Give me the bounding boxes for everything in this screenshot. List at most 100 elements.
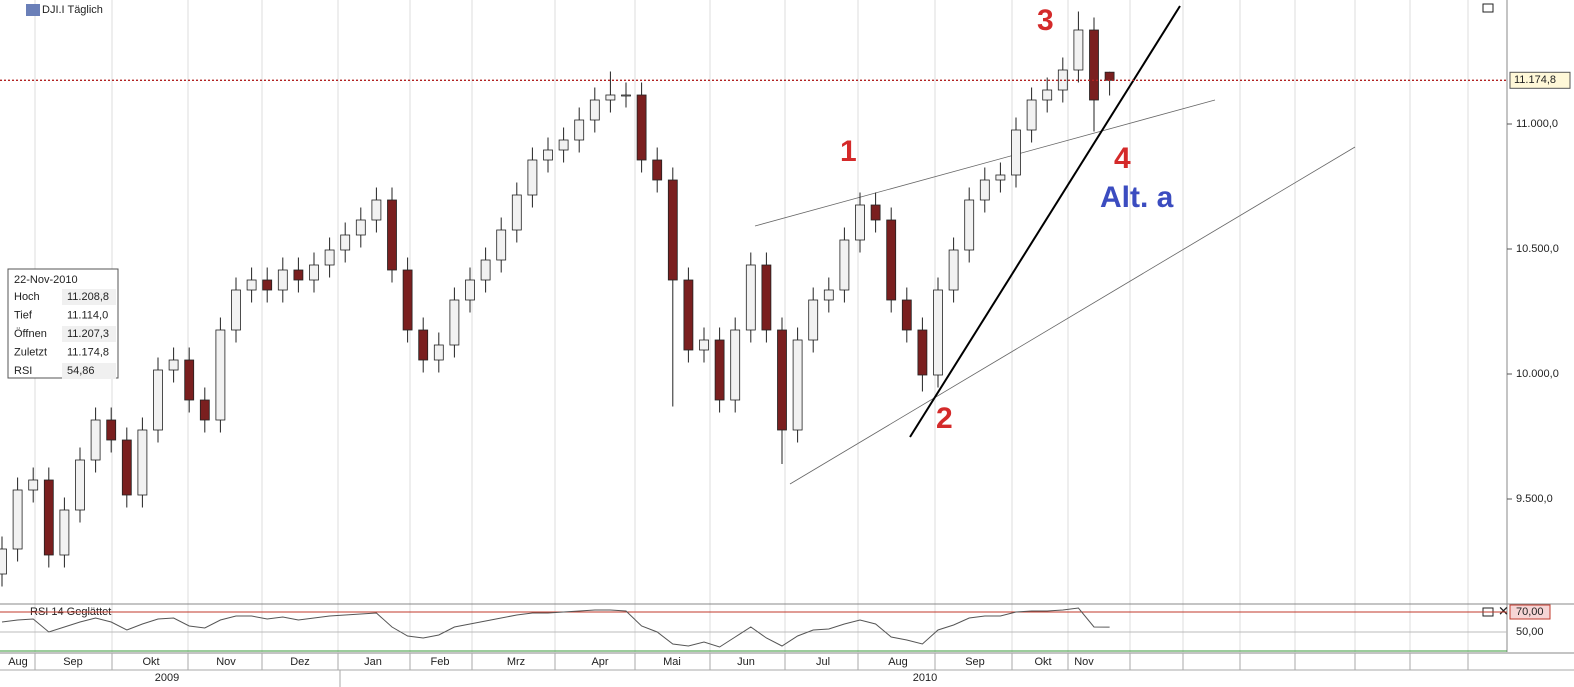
candle-body xyxy=(823,289,834,301)
candle-body xyxy=(543,149,553,161)
last-price-label: 11.174,8 xyxy=(1514,74,1556,86)
candle-body xyxy=(1057,69,1068,91)
candle-body xyxy=(1089,29,1099,101)
info-date: 22-Nov-2010 xyxy=(14,274,78,286)
chart-title[interactable]: DJI.I Täglich xyxy=(42,4,103,16)
candle-body xyxy=(153,369,163,431)
candle-body xyxy=(808,299,819,341)
candle-body xyxy=(589,99,600,121)
candle-body xyxy=(1026,99,1037,131)
candle-body xyxy=(106,419,117,441)
candle-body xyxy=(371,199,382,221)
candle-body xyxy=(1073,29,1084,71)
candle-body xyxy=(1011,129,1021,176)
year-label: 2009 xyxy=(155,672,179,684)
info-row-bg xyxy=(62,326,116,342)
candle-body xyxy=(402,269,413,331)
candle-body xyxy=(12,489,23,550)
candle-body xyxy=(262,279,273,291)
candle-body xyxy=(714,339,725,401)
symbol-icon[interactable] xyxy=(26,4,40,16)
x-tick-label: Mrz xyxy=(507,656,525,668)
candle-body xyxy=(621,94,631,97)
candle-body xyxy=(683,279,694,351)
candle-body xyxy=(855,204,865,241)
candle-body xyxy=(901,299,912,331)
candle-body xyxy=(839,239,850,291)
candle-body xyxy=(636,94,647,161)
annotation: 3 xyxy=(1037,4,1054,37)
y-tick-label: 11.000,0 xyxy=(1516,118,1558,130)
info-label: Tief xyxy=(14,309,33,321)
candle-body xyxy=(199,399,210,421)
candle-body xyxy=(979,179,990,201)
info-value: 54,86 xyxy=(67,365,95,377)
y-tick-label-box xyxy=(1509,604,1551,620)
candle-body xyxy=(168,359,179,371)
info-value: 11.207,3 xyxy=(67,328,109,340)
candle-body xyxy=(667,179,678,281)
candle-body xyxy=(246,279,257,291)
candle-body xyxy=(652,159,663,181)
candle-body xyxy=(761,264,772,331)
maximize-button[interactable] xyxy=(1482,3,1494,13)
candle-body xyxy=(511,194,522,231)
candle-body xyxy=(0,548,7,575)
candle-body xyxy=(215,329,226,421)
x-tick-label: Aug xyxy=(8,656,28,668)
info-box-frame xyxy=(7,268,119,379)
candle-body xyxy=(137,429,148,496)
info-value: 11.114,0 xyxy=(67,309,108,321)
annotation: Alt. a xyxy=(1100,181,1174,214)
y-tick-label: 9.500,0 xyxy=(1516,493,1553,505)
x-tick-label: Mai xyxy=(663,656,681,668)
y-tick-label: 50,00 xyxy=(1516,626,1544,638)
candle-body xyxy=(745,264,756,331)
y-tick-label: 10.500,0 xyxy=(1516,243,1559,255)
candle-body xyxy=(1104,71,1115,81)
year-label: 2010 xyxy=(913,672,937,684)
candle-body xyxy=(917,329,928,376)
candle-body xyxy=(777,329,787,431)
rsi-line xyxy=(1,607,1110,648)
candle-body xyxy=(480,259,491,281)
y-tick-label: 70,00 xyxy=(1516,606,1544,618)
x-tick-label: Dez xyxy=(290,656,310,668)
candle-body xyxy=(449,299,460,346)
info-row-bg xyxy=(62,363,116,379)
x-tick-label: Jun xyxy=(737,656,755,668)
candle-body xyxy=(995,174,1006,181)
candle-body xyxy=(558,139,569,151)
candle-body xyxy=(1042,89,1053,101)
candle-body xyxy=(605,94,616,101)
candle-body xyxy=(496,229,507,261)
candle-body xyxy=(418,329,429,361)
info-box: 22-Nov-2010 Hoch 11.208,8 Tief 11.114,0 Öffn… xyxy=(7,268,119,379)
candle-body xyxy=(527,159,538,196)
candle-body xyxy=(231,289,241,331)
candle-body xyxy=(355,219,366,236)
candle-body xyxy=(75,459,85,511)
trend-line xyxy=(754,99,1216,227)
x-tick-label: Jan xyxy=(364,656,382,668)
info-value: 11.208,8 xyxy=(67,291,109,303)
candle-body xyxy=(340,234,351,251)
x-tick-label: Okt xyxy=(142,656,159,668)
candle-body xyxy=(90,419,101,461)
candle-body xyxy=(574,119,585,141)
close-button[interactable]: ✕ xyxy=(1498,603,1509,618)
trend-line xyxy=(909,5,1181,438)
annotation: 4 xyxy=(1114,142,1131,175)
candle-body xyxy=(28,479,39,491)
x-tick-label: Feb xyxy=(431,656,450,668)
candle-body xyxy=(964,199,975,251)
x-tick-label: Sep xyxy=(965,656,985,668)
x-tick-label: Nov xyxy=(1074,656,1094,668)
candle-body xyxy=(465,279,475,301)
candle-body xyxy=(277,269,288,291)
info-label: RSI xyxy=(14,365,32,377)
candle-body xyxy=(59,509,70,556)
annotation: 2 xyxy=(936,402,953,435)
info-label: Hoch xyxy=(14,291,40,303)
